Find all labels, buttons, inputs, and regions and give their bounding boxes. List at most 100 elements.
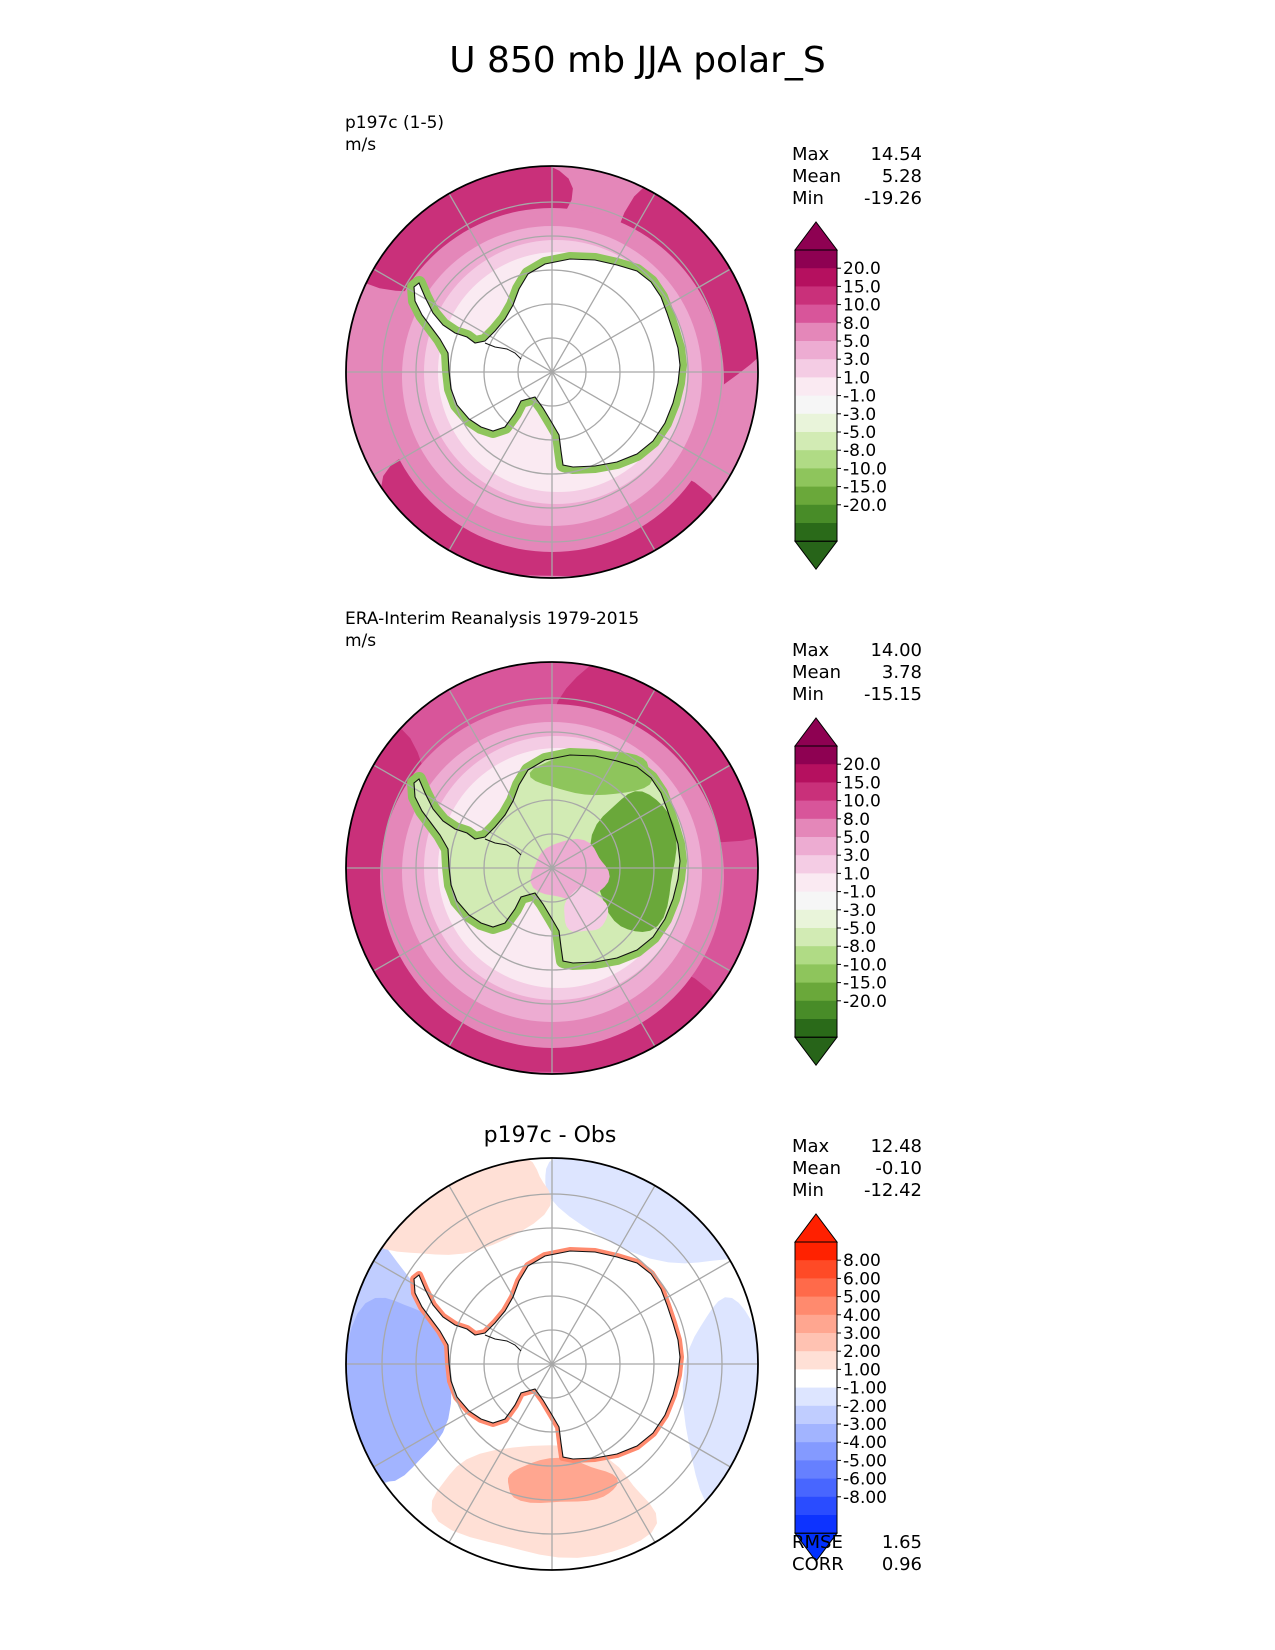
colorbar-swatch: [795, 359, 837, 378]
colorbar-tick-label: -8.0: [843, 441, 876, 461]
negative-anomaly: [346, 1297, 452, 1482]
panel-1-polar-map: [345, 165, 759, 579]
easterly-core: [589, 791, 677, 932]
colorbar-swatch: [795, 800, 837, 820]
colorbar-swatch: [795, 286, 837, 305]
colorbar-tick-label: -20.0: [843, 992, 887, 1012]
stat-mean: Mean -0.10: [792, 1158, 922, 1179]
negative-anomaly: [545, 1158, 754, 1264]
colorbar-tick-label: -8.0: [843, 937, 876, 957]
colorbar-tick-label: -5.00: [843, 1451, 887, 1471]
colorbar-tick-label: 20.0: [843, 755, 881, 775]
colorbar-tick-label: 20.0: [843, 259, 881, 279]
colorbar-top-extension: [794, 717, 838, 747]
colorbar-swatch: [795, 1369, 837, 1388]
colorbar-tick-label: 5.00: [843, 1288, 881, 1308]
colorbar-tick-label: 5.0: [843, 332, 870, 352]
colorbar-swatch: [795, 504, 837, 524]
colorbar-tick-label: 3.00: [843, 1324, 881, 1344]
colorbar-tick-label: 10.0: [843, 792, 881, 812]
positive-anomaly: [371, 1158, 552, 1255]
panel-2-units: m/s: [345, 631, 377, 651]
colorbar-swatch: [795, 250, 837, 269]
colorbar-swatch: [795, 322, 837, 342]
colorbar-swatch: [795, 1019, 837, 1038]
colorbar-swatch: [795, 450, 837, 469]
stat-min: Min -15.15: [792, 684, 922, 705]
colorbar-tick-label: -2.00: [843, 1397, 887, 1417]
antarctica-coastline: [413, 754, 681, 964]
colorbar-tick-label: -3.0: [843, 901, 876, 921]
colorbar-swatch: [795, 1242, 837, 1261]
panel-1-case-name: p197c (1-5): [345, 113, 445, 133]
colorbar-tick-label: -10.0: [843, 955, 887, 975]
meridian-line: [373, 764, 731, 972]
colorbar-swatch: [795, 341, 837, 360]
colorbar-swatch: [795, 928, 837, 947]
panel-1-label: p197c (1-5) m/s: [345, 112, 444, 156]
colorbar-swatch: [795, 946, 837, 965]
panel-3-colorbar: 8.006.005.004.003.002.001.00-1.00-2.00-3…: [794, 1213, 887, 1563]
panel-1-stats: Max 14.54 Mean 5.28 Min -19.26: [792, 144, 922, 210]
colorbar-swatch: [795, 1351, 837, 1370]
stat-max: Max 14.00: [792, 640, 922, 661]
panel-3-stats: Max 12.48 Mean -0.10 Min -12.42: [792, 1136, 922, 1202]
panel-2-polar-map: [345, 661, 759, 1075]
colorbar-swatch: [795, 1442, 837, 1461]
stat-mean: Mean 5.28: [792, 166, 922, 187]
panel-2-colorbar: 20.015.010.08.05.03.01.0-1.0-3.0-5.0-8.0…: [794, 717, 887, 1067]
colorbar-tick-label: -4.00: [843, 1433, 887, 1453]
colorbar-top-extension: [794, 1213, 838, 1243]
colorbar-tick-label: 15.0: [843, 277, 881, 297]
panel-1-units: m/s: [345, 135, 377, 155]
colorbar-swatch: [795, 523, 837, 542]
colorbar-swatch: [795, 413, 837, 433]
antarctica-coastline: [413, 258, 681, 468]
colorbar-tick-label: -3.00: [843, 1415, 887, 1435]
colorbar-tick-label: -1.0: [843, 883, 876, 903]
stat-rmse: RMSE 1.65: [792, 1532, 922, 1553]
colorbar-tick-label: 3.0: [843, 846, 870, 866]
colorbar-swatch: [795, 377, 837, 396]
colorbar-bottom-extension: [794, 1036, 838, 1067]
colorbar-tick-label: -15.0: [843, 974, 887, 994]
graticule: [346, 166, 758, 578]
positive-anomaly: [508, 1457, 618, 1503]
colorbar-swatch: [795, 837, 837, 856]
colorbar-swatch: [795, 855, 837, 874]
colorbar-tick-label: 1.0: [843, 368, 870, 388]
interior-westerly: [564, 886, 609, 932]
colorbar-swatch: [795, 746, 837, 765]
colorbar-tick-label: 8.0: [843, 810, 870, 830]
colorbar-tick-label: -1.00: [843, 1379, 887, 1399]
map-boundary: [345, 165, 759, 579]
panel-2-label: ERA-Interim Reanalysis 1979-2015 m/s: [345, 608, 639, 652]
colorbar-swatch: [795, 1515, 837, 1534]
colorbar-top-extension: [794, 221, 838, 251]
colorbar-tick-label: 2.00: [843, 1342, 881, 1362]
antarctica-coastline: [413, 1250, 681, 1460]
colorbar-swatch: [795, 764, 837, 783]
colorbar-tick-label: -5.0: [843, 919, 876, 939]
map-boundary: [345, 1157, 759, 1571]
colorbar-swatch: [795, 1333, 837, 1352]
panel-3-title: p197c - Obs: [483, 1123, 617, 1148]
colorbar-tick-label: -6.00: [843, 1470, 887, 1490]
meridian-line: [373, 268, 731, 476]
colorbar-swatch: [795, 1424, 837, 1443]
colorbar-tick-label: -8.00: [843, 1488, 887, 1508]
stat-max: Max 14.54: [792, 144, 922, 165]
graticule: [346, 662, 758, 1074]
colorbar-tick-label: 3.0: [843, 350, 870, 370]
colorbar-swatch: [795, 1278, 837, 1297]
colorbar-swatch: [795, 909, 837, 929]
colorbar-swatch: [795, 818, 837, 838]
colorbar-tick-label: 10.0: [843, 296, 881, 316]
ice-shelf-line: [484, 1334, 522, 1352]
colorbar-tick-label: 1.0: [843, 864, 870, 884]
colorbar-swatch: [795, 1405, 837, 1425]
stat-min: Min -19.26: [792, 188, 922, 209]
colorbar-tick-label: 5.0: [843, 828, 870, 848]
colorbar-swatch: [795, 1000, 837, 1020]
colorbar-tick-label: -10.0: [843, 459, 887, 479]
